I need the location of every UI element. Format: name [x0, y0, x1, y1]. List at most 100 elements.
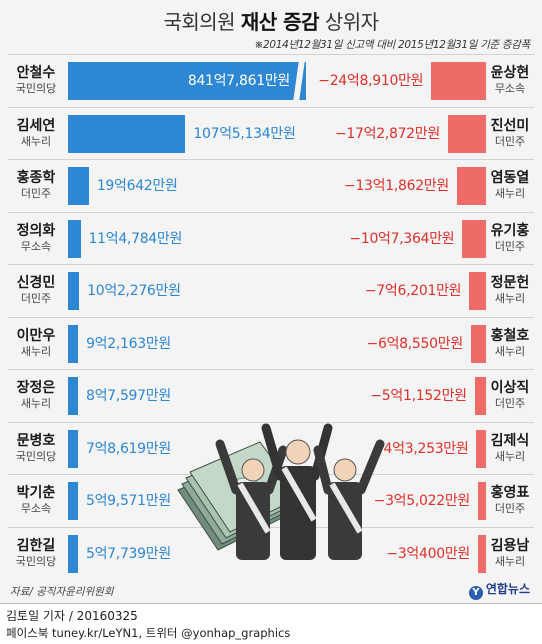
row-divider — [8, 264, 534, 265]
increase-member-label: 신경민 더민주 — [6, 275, 66, 306]
decrease-bar — [470, 324, 486, 363]
decrease-member-party: 무소속 — [494, 82, 526, 95]
decrease-member-label: 이상직 더민주 — [480, 380, 540, 411]
increase-value-label: 8억7,597만원 — [86, 388, 171, 404]
decrease-value-label: −10억7,364만원 — [349, 230, 455, 247]
row-divider — [8, 211, 534, 213]
decrease-member-party: 더민주 — [494, 134, 526, 148]
row-divider — [8, 54, 534, 55]
decrease-bar — [474, 377, 486, 415]
decrease-bar — [431, 62, 486, 100]
row-divider — [8, 159, 534, 160]
author-credit: 김토일 기자 / 20160325 — [6, 609, 138, 623]
decrease-member-name: 홍영표 — [490, 485, 530, 501]
increase-bar — [68, 482, 78, 520]
decrease-member-name: 염동열 — [490, 170, 530, 186]
increase-member-label: 김한길 국민의당 — [6, 538, 66, 569]
increase-member-label: 박기춘 무소속 — [6, 485, 66, 516]
decrease-member-label: 정문헌 새누리 — [480, 275, 540, 306]
increase-member-name: 정의화 — [16, 222, 56, 239]
increase-member-party: 국민의당 — [15, 82, 57, 95]
decrease-member-name: 홍철호 — [490, 327, 530, 344]
row-divider — [8, 316, 534, 318]
increase-member-party: 새누리 — [20, 134, 52, 148]
title-highlight: 재산 증감 — [240, 10, 320, 34]
yonhap-logo-mark: Y — [468, 586, 483, 600]
increase-member-party: 국민의당 — [15, 449, 57, 463]
increase-member-party: 더민주 — [20, 187, 52, 200]
decrease-member-party: 더민주 — [494, 239, 526, 253]
row-divider — [8, 369, 534, 370]
chart-note: ※2014년12월31일 신고액 대비 2015년12월31일 기준 증감폭 — [254, 39, 530, 51]
increase-member-party: 새누리 — [20, 397, 52, 410]
increase-value-label: 9억2,163만원 — [86, 335, 171, 352]
politician-figure-right — [313, 439, 385, 560]
increase-value-label: 5억7,739만원 — [86, 545, 171, 562]
yonhap-logo-text: 연합뉴스 — [485, 582, 530, 596]
decrease-member-label: 김용남 새누리 — [480, 538, 540, 569]
increase-member-name: 홍종학 — [16, 170, 56, 186]
title-prefix: 국회의원 — [163, 10, 236, 34]
decrease-member-name: 김용남 — [490, 537, 530, 554]
chart-title: 국회의원 재산 증감 상위자 — [0, 6, 542, 35]
increase-bar — [68, 272, 80, 310]
increase-bar — [68, 324, 79, 363]
decrease-member-name: 이상직 — [490, 380, 530, 396]
decrease-bar — [456, 167, 486, 205]
increase-bar — [68, 429, 78, 468]
increase-value-label: 7억8,619만원 — [86, 440, 171, 457]
infographic-panel: 국회의원 재산 증감 상위자 ※2014년12월31일 신고액 대비 2015년… — [0, 0, 542, 604]
decrease-member-name: 윤상현 — [490, 65, 530, 81]
decrease-member-label: 염동열 새누리 — [480, 170, 540, 201]
increase-member-name: 문병호 — [16, 432, 56, 449]
decrease-value-label: −5억1,152만원 — [370, 388, 467, 404]
decrease-value-label: −3억400만원 — [386, 545, 470, 562]
decrease-bar — [469, 272, 486, 310]
decrease-member-party: 새누리 — [494, 292, 526, 305]
politician-figure-left — [215, 439, 288, 560]
decrease-member-party: 더민주 — [494, 397, 526, 410]
increase-member-name: 안철수 — [16, 65, 56, 81]
decrease-member-label: 김제식 새누리 — [480, 433, 540, 464]
decrease-value-label: −17억2,872만원 — [334, 125, 440, 142]
row-divider — [8, 106, 534, 108]
decrease-member-party: 새누리 — [494, 554, 526, 568]
decrease-value-label: −4억3,253만원 — [372, 440, 469, 457]
source-note: 자료/ 공직자윤리위원회 — [10, 586, 114, 598]
increase-member-name: 박기춘 — [16, 485, 56, 501]
increase-member-label: 홍종학 더민주 — [6, 170, 66, 201]
increase-value-label: 11억4,784만원 — [88, 230, 183, 247]
increase-value-label: 841억7,861만원 — [187, 73, 290, 89]
decrease-value-label: −3억5,022만원 — [373, 493, 471, 509]
decrease-member-label: 홍철호 새누리 — [480, 328, 540, 359]
increase-member-name: 김세연 — [16, 117, 56, 134]
decrease-value-label: −6억8,550만원 — [366, 335, 464, 352]
decrease-value-label: −13억1,862만원 — [344, 178, 449, 194]
decrease-member-label: 진선미 더민주 — [480, 118, 540, 149]
decrease-member-label: 유기홍 더민주 — [480, 223, 540, 254]
decrease-member-party: 새누리 — [494, 187, 526, 200]
decrease-value-label: −24억8,910만원 — [318, 73, 424, 89]
decrease-member-name: 유기홍 — [490, 222, 530, 239]
decrease-bar — [447, 114, 486, 153]
decrease-member-label: 홍영표 더민주 — [480, 485, 540, 516]
decrease-bar — [478, 482, 486, 520]
decrease-member-party: 더민주 — [494, 502, 526, 515]
increase-member-label: 이만우 새누리 — [6, 328, 66, 359]
decrease-member-name: 김제식 — [490, 432, 530, 449]
increase-bar — [68, 377, 78, 415]
decrease-member-label: 윤상현 무소속 — [480, 65, 540, 96]
increase-bar — [68, 167, 89, 205]
decrease-bar — [476, 429, 486, 468]
sns-credit: 페이스북 tuney.kr/LeYN1, 트위터 @yonhap_graphic… — [6, 626, 291, 640]
increase-member-label: 김세연 새누리 — [6, 118, 66, 149]
row-divider — [8, 526, 534, 528]
decrease-value-label: −7억6,201만원 — [364, 283, 462, 299]
increase-member-party: 무소속 — [20, 502, 52, 515]
increase-value-label: 5억9,571만원 — [86, 493, 171, 509]
decrease-member-party: 새누리 — [494, 344, 526, 358]
increase-value-label: 107억5,134만원 — [193, 125, 296, 142]
increase-member-name: 이만우 — [16, 327, 56, 344]
increase-member-label: 정의화 무소속 — [6, 223, 66, 254]
increase-member-party: 더민주 — [20, 292, 52, 305]
